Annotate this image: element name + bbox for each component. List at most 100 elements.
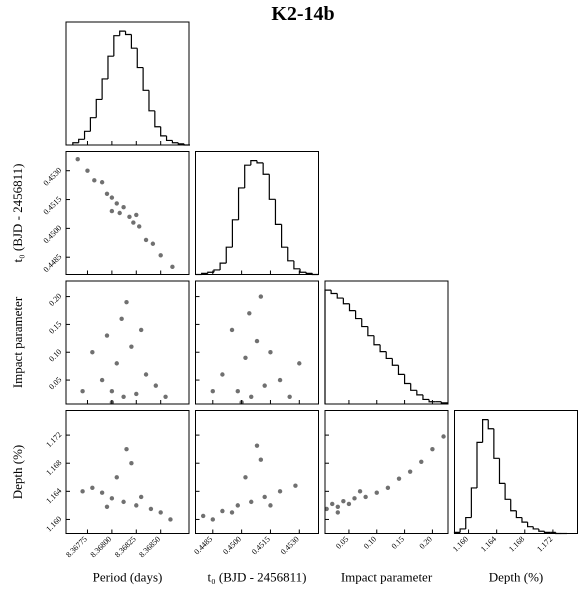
histogram-bin [107,55,114,79]
sample-point [268,503,273,508]
sample-point [352,496,357,501]
sample-point [85,168,90,173]
sample-point [341,498,346,504]
histogram-bin [410,383,417,391]
sample-point [117,210,122,216]
sample-point [419,459,424,465]
sample-point [441,434,446,439]
sample-point [235,503,240,508]
sample-point [114,475,119,480]
sample-point [109,388,115,394]
histogram-bin [342,298,350,305]
histogram-bin [72,142,79,145]
histogram-bin [391,358,399,366]
sample-point [287,394,292,399]
sample-point [129,461,134,466]
sample-point [229,510,235,515]
panel-frame [324,280,449,405]
sample-point [277,377,283,383]
sample-point [258,457,264,462]
histogram-bin [330,290,338,295]
chart-title: K2-14b [271,3,334,25]
panel-frame [65,21,190,146]
sample-point [134,391,139,397]
histogram-bin [219,262,227,270]
histogram-bin [299,268,307,273]
histogram-bin [119,30,126,36]
histogram-bin [274,199,282,225]
sample-point [127,214,132,220]
sample-point [150,241,156,246]
sample-point [99,377,105,383]
sample-point [138,327,144,333]
panel-frame [65,151,190,275]
sample-point [134,212,139,218]
sample-point [121,205,126,210]
histogram-bin [165,135,173,142]
panel-frame [195,280,319,405]
sample-point [170,264,175,270]
sample-point [210,388,215,394]
sample-point [114,361,119,366]
histogram-bin [498,458,506,484]
histogram-bin [101,78,108,100]
sample-point [243,475,248,480]
sample-point [92,178,97,183]
x-axis-label: Impact parameter [341,570,433,585]
sample-point [430,446,435,452]
sample-point [134,503,139,508]
histogram-bin [543,531,551,533]
histogram-bin [268,174,276,200]
histogram-bin [293,260,301,270]
sample-point [114,201,119,206]
sample-point [346,501,352,507]
histogram-bin [493,428,500,459]
sample-point [90,350,95,355]
histogram-bin [440,401,449,404]
sample-point [243,355,248,361]
histogram-bin [305,272,313,274]
sample-point [363,494,368,500]
sample-point [249,394,254,399]
histogram-bin [231,219,239,248]
panel-frame [65,280,190,405]
sample-point [293,483,298,488]
sample-point [104,191,110,196]
sample-point [119,316,124,322]
sample-point [80,388,85,394]
sample-point [220,508,225,514]
sample-point [297,361,302,366]
sample-point [148,506,154,512]
sample-point [254,443,260,448]
histogram-bin [416,390,423,396]
histogram-bin [355,310,362,320]
sample-point [277,489,283,494]
y-axis-label: Depth (%) [10,445,25,500]
histogram-bin [177,142,185,145]
sample-point [99,180,105,185]
histogram-bin [397,365,405,375]
panel-frame [324,410,449,534]
histogram-bin [207,271,214,274]
histogram-bin [367,326,374,337]
histogram-bin [160,126,167,137]
histogram-bin [256,160,264,164]
sample-point [220,372,225,377]
sample-point [124,446,129,452]
sample-point [80,489,85,494]
sample-point [254,338,260,344]
sample-point [262,494,267,500]
panel-frame [195,410,319,534]
histogram-bin [521,517,528,523]
sample-point [163,394,168,399]
sample-point [138,494,144,500]
sample-point [129,344,134,349]
histogram-bin [379,344,387,353]
histogram-bin [465,516,472,529]
histogram-bin [113,35,120,57]
sample-point [121,499,126,505]
sample-point [131,220,136,225]
sample-point [249,499,254,505]
